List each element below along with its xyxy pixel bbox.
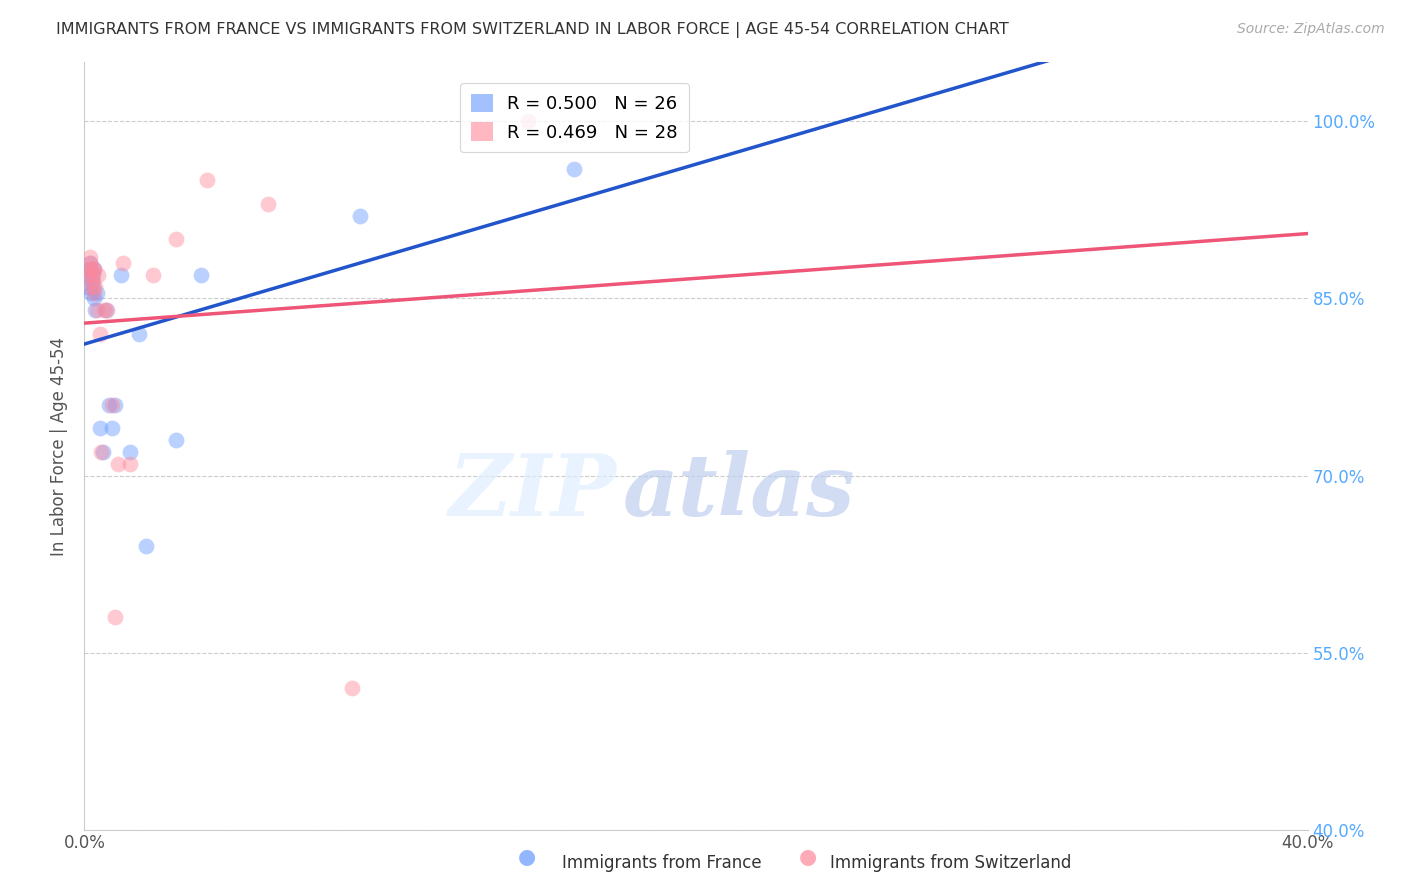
Point xyxy=(80,274,103,288)
Point xyxy=(86,303,108,318)
Text: IMMIGRANTS FROM FRANCE VS IMMIGRANTS FROM SWITZERLAND IN LABOR FORCE | AGE 45-54: IMMIGRANTS FROM FRANCE VS IMMIGRANTS FRO… xyxy=(56,22,1010,38)
Point xyxy=(91,445,114,459)
Point xyxy=(120,445,142,459)
Point xyxy=(516,114,538,128)
Legend: R = 0.500   N = 26, R = 0.469   N = 28: R = 0.500 N = 26, R = 0.469 N = 28 xyxy=(460,83,689,153)
Point xyxy=(83,292,105,306)
Point xyxy=(94,303,117,318)
Point xyxy=(107,457,129,471)
Point xyxy=(101,398,124,412)
Point xyxy=(83,285,105,300)
Point xyxy=(195,173,218,187)
Point xyxy=(165,433,187,447)
Point xyxy=(89,326,111,341)
Point xyxy=(120,457,142,471)
Point xyxy=(77,262,100,277)
Point xyxy=(87,268,110,282)
Point xyxy=(142,268,165,282)
Text: ZIP: ZIP xyxy=(449,450,616,533)
Point xyxy=(79,256,101,270)
Point xyxy=(83,262,105,277)
Point xyxy=(80,268,103,282)
Point xyxy=(84,279,107,293)
Point xyxy=(79,256,101,270)
Point xyxy=(96,303,118,318)
Point xyxy=(101,421,124,435)
Point xyxy=(190,268,212,282)
Point xyxy=(79,250,101,264)
Point xyxy=(89,421,111,435)
Y-axis label: In Labor Force | Age 45-54: In Labor Force | Age 45-54 xyxy=(51,336,69,556)
Point xyxy=(77,268,100,282)
Text: Source: ZipAtlas.com: Source: ZipAtlas.com xyxy=(1237,22,1385,37)
Point xyxy=(104,398,127,412)
Point xyxy=(97,398,120,412)
Point xyxy=(257,197,280,211)
Text: atlas: atlas xyxy=(623,450,855,533)
Point xyxy=(135,539,157,553)
Point xyxy=(83,262,105,277)
Point xyxy=(111,256,134,270)
Point xyxy=(165,232,187,246)
Point xyxy=(104,610,127,624)
Text: ●: ● xyxy=(800,847,817,867)
Point xyxy=(82,262,104,277)
Point xyxy=(110,268,132,282)
Point xyxy=(128,326,150,341)
Point xyxy=(90,445,112,459)
Point xyxy=(79,262,101,277)
Point xyxy=(349,209,371,223)
Text: Immigrants from France: Immigrants from France xyxy=(562,855,762,872)
Text: Immigrants from Switzerland: Immigrants from Switzerland xyxy=(830,855,1071,872)
Point xyxy=(340,681,363,695)
Point xyxy=(80,279,103,293)
Point xyxy=(93,303,115,318)
Point xyxy=(76,268,98,282)
Point xyxy=(562,161,585,176)
Point xyxy=(82,279,104,293)
Text: ●: ● xyxy=(519,847,536,867)
Point xyxy=(82,274,104,288)
Point xyxy=(84,303,107,318)
Point xyxy=(80,285,103,300)
Point xyxy=(82,268,104,282)
Point xyxy=(86,285,108,300)
Point xyxy=(76,279,98,293)
